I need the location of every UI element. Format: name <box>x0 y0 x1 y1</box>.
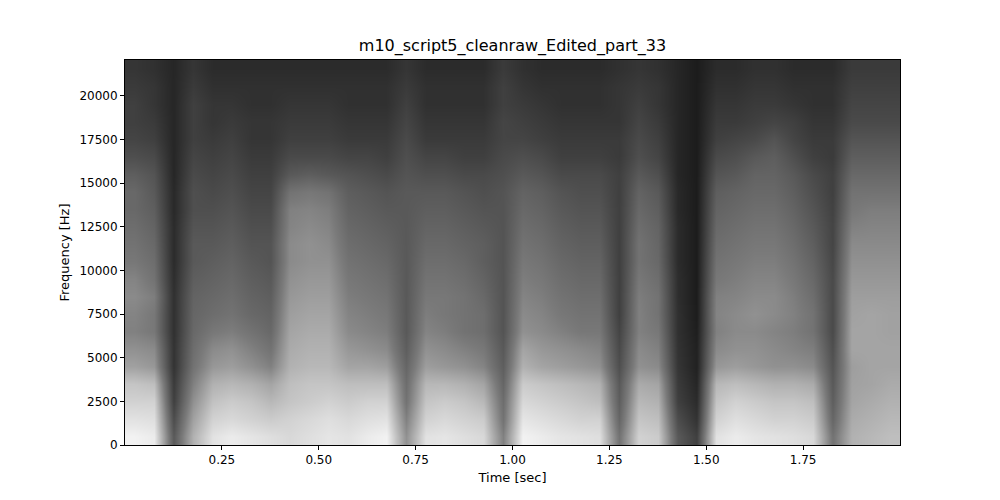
svg-text:5000: 5000 <box>87 351 118 365</box>
svg-text:1.50: 1.50 <box>693 453 720 467</box>
svg-text:1.75: 1.75 <box>790 453 817 467</box>
svg-text:15000: 15000 <box>79 176 117 190</box>
svg-text:2500: 2500 <box>87 395 118 409</box>
svg-text:m10_script5_cleanraw_Edited_pa: m10_script5_cleanraw_Edited_part_33 <box>359 36 666 56</box>
svg-text:0: 0 <box>110 438 118 452</box>
svg-text:17500: 17500 <box>79 133 117 147</box>
svg-text:10000: 10000 <box>79 264 117 278</box>
svg-text:Time [sec]: Time [sec] <box>477 470 546 485</box>
svg-text:0.50: 0.50 <box>305 453 332 467</box>
svg-text:1.00: 1.00 <box>499 453 526 467</box>
svg-text:20000: 20000 <box>79 89 117 103</box>
svg-text:7500: 7500 <box>87 307 118 321</box>
svg-text:12500: 12500 <box>79 220 117 234</box>
svg-text:1.25: 1.25 <box>596 453 623 467</box>
svg-text:0.25: 0.25 <box>209 453 236 467</box>
svg-text:Frequency [Hz]: Frequency [Hz] <box>57 203 72 301</box>
svg-text:0.75: 0.75 <box>402 453 429 467</box>
